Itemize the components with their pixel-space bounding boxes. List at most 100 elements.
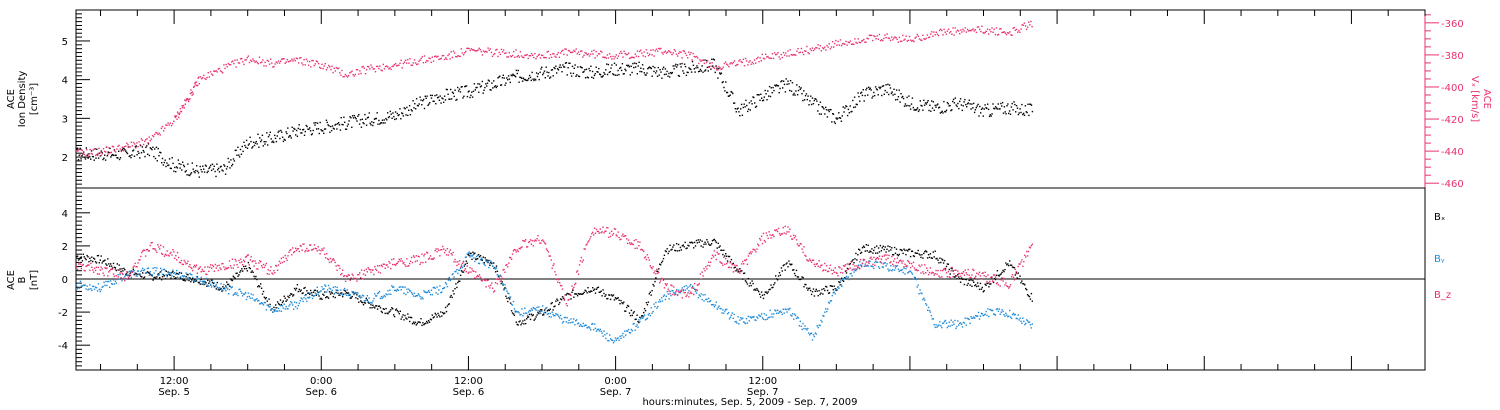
vx-point — [953, 34, 955, 36]
by-point — [114, 280, 117, 282]
vx-point — [1017, 31, 1019, 33]
vx-point — [176, 118, 178, 120]
ion-density-point — [778, 92, 780, 94]
by-point — [537, 310, 539, 312]
bx-point — [977, 285, 980, 287]
vx-point — [948, 32, 951, 34]
bx-point — [474, 252, 476, 254]
vx-point — [79, 154, 81, 156]
vx-point — [668, 50, 670, 52]
ion-density-point — [573, 67, 575, 69]
ion-density-point — [878, 86, 880, 88]
vx-point — [942, 34, 944, 36]
ion-density-point — [822, 106, 824, 109]
by-point — [443, 286, 446, 289]
bx-point — [433, 316, 435, 318]
vx-point — [446, 58, 448, 60]
by-point — [233, 293, 235, 295]
bx-point — [521, 322, 523, 324]
bx-point — [758, 290, 760, 293]
bz-point — [373, 273, 375, 276]
ion-density-point — [516, 72, 518, 75]
bz-point — [368, 268, 370, 270]
by-point — [773, 313, 775, 315]
vx-point — [799, 51, 801, 53]
bx-point — [804, 283, 806, 286]
bz-point — [337, 264, 339, 267]
vx-point — [372, 68, 374, 70]
bz-point — [633, 239, 635, 242]
vx-point — [515, 49, 517, 51]
bz-point — [350, 277, 352, 279]
bz-point — [803, 246, 805, 248]
bx-point — [1012, 266, 1015, 269]
ion-density-point — [375, 117, 377, 120]
by-point — [125, 274, 127, 276]
by-point — [922, 298, 924, 301]
vx-point — [173, 120, 175, 122]
bx-point — [388, 311, 390, 313]
bz-point — [808, 260, 810, 262]
bx-point — [143, 276, 146, 278]
ion-density-point — [150, 147, 152, 150]
bx-point — [768, 289, 770, 291]
bx-point — [683, 246, 685, 248]
bx-point — [662, 257, 665, 260]
ion-density-point — [662, 68, 664, 70]
by-point — [98, 288, 100, 291]
by-point — [399, 286, 401, 288]
bz-point — [733, 264, 735, 266]
ion-density-point — [982, 115, 984, 117]
bz-point — [455, 261, 457, 263]
vx-point — [989, 29, 991, 31]
vx-point — [78, 149, 80, 151]
vx-point — [666, 51, 669, 53]
bx-point — [277, 303, 280, 305]
bx-point — [456, 286, 458, 289]
bx-point — [491, 262, 493, 265]
bz-point — [239, 261, 241, 264]
ion-density-point — [948, 105, 950, 107]
bz-point — [389, 262, 391, 264]
bx-point — [987, 282, 989, 285]
by-point — [494, 268, 497, 270]
vx-point — [579, 50, 582, 52]
bx-point — [681, 245, 683, 247]
bz-point — [293, 250, 296, 253]
by-point — [80, 285, 83, 287]
bz-point — [743, 263, 745, 265]
ion-density-point — [89, 156, 91, 158]
by-point — [597, 328, 600, 330]
ion-density-point — [403, 107, 405, 109]
bz-point — [287, 255, 289, 257]
bz-point — [812, 259, 815, 261]
by-point — [717, 306, 719, 309]
bx-point — [751, 280, 753, 282]
bz-point — [767, 237, 769, 240]
bz-point — [236, 264, 238, 266]
vx-point — [613, 58, 615, 60]
bz-point — [575, 282, 577, 285]
bz-point — [249, 259, 251, 261]
vx-point — [972, 28, 974, 30]
ion-density-point — [330, 129, 333, 132]
by-point — [380, 295, 383, 298]
ion-density-point — [711, 58, 713, 60]
bx-point — [307, 292, 309, 294]
bz-point — [496, 283, 499, 285]
ion-density-point — [690, 71, 693, 73]
by-point — [778, 311, 781, 313]
ion-density-point — [889, 87, 892, 89]
vx-point — [96, 153, 98, 156]
ion-density-point — [186, 174, 188, 176]
by-point — [930, 314, 933, 317]
vx-point — [643, 51, 645, 53]
bz-point — [225, 267, 227, 269]
bx-point — [658, 268, 660, 270]
ion-density-point — [103, 157, 105, 159]
by-point — [791, 315, 793, 317]
bx-point — [757, 289, 759, 291]
bx-point — [325, 296, 327, 299]
by-point — [119, 273, 121, 276]
bx-point — [297, 290, 300, 293]
